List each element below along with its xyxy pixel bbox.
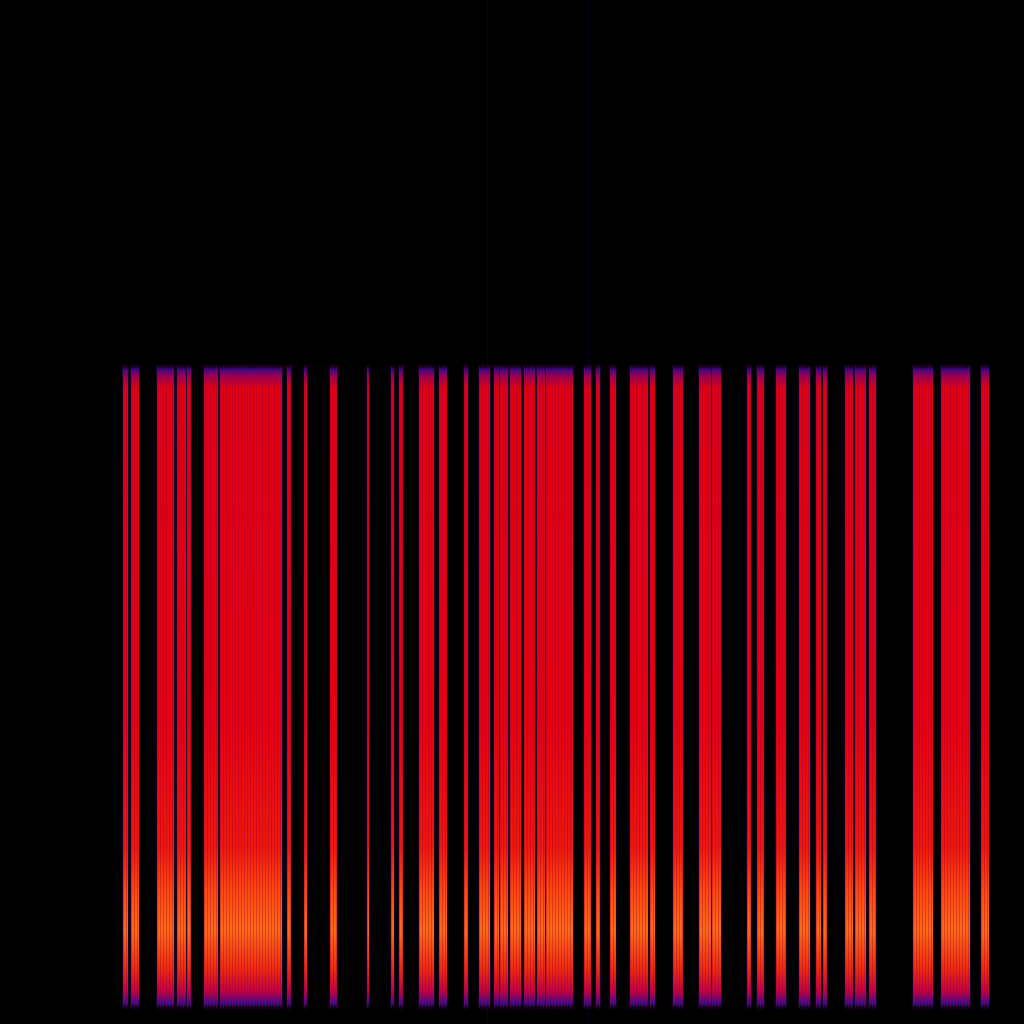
spectrogram-band [399, 366, 403, 1008]
spectrogram-band [391, 366, 394, 1008]
spectrogram-band [131, 366, 139, 1008]
spectrogram-band [845, 366, 853, 1008]
spectrogram-band [500, 366, 508, 1008]
spectrogram-band [464, 366, 468, 1008]
spectrogram-band [757, 366, 764, 1008]
spectrogram-band [981, 366, 989, 1008]
spectrogram-band [479, 366, 490, 1008]
spectrogram-band [123, 366, 128, 1008]
spectrogram-band [596, 366, 600, 1008]
spectrogram-band [584, 366, 591, 1008]
spectrogram-band [510, 366, 521, 1008]
spectrogram-band [650, 366, 655, 1008]
spectrogram-band [776, 366, 786, 1008]
spectrogram-band [220, 366, 282, 1008]
spectrogram-band [816, 366, 821, 1008]
spectrogram-band [799, 366, 810, 1008]
spectrogram-band [304, 366, 307, 1008]
spectrogram-band [823, 366, 827, 1008]
spectrogram-band [610, 366, 616, 1008]
spectrogram-band [537, 366, 545, 1008]
spectrogram-band [367, 366, 369, 1008]
spectrogram-band [157, 366, 174, 1008]
spectrogram-band [439, 366, 447, 1008]
spectrogram-band [287, 366, 291, 1008]
spectrogram-band [673, 366, 683, 1008]
spectrogram-band [855, 366, 866, 1008]
spectrogram-band [630, 366, 648, 1008]
spectrogram-band [524, 366, 535, 1008]
spectrogram-band [187, 366, 191, 1008]
spectrogram-band [494, 366, 499, 1008]
spectrogram-band [177, 366, 186, 1008]
spectrogram-band [419, 366, 434, 1008]
spectrogram-band [699, 366, 711, 1008]
spectrogram-band [204, 366, 218, 1008]
spectrogram-band [712, 366, 721, 1008]
spectrogram-band [546, 366, 573, 1008]
spectrogram-band [913, 366, 933, 1008]
spectrogram-band [747, 366, 751, 1008]
spectrogram-band [330, 366, 337, 1008]
spectrogram-band [941, 366, 970, 1008]
spectrogram-band [869, 366, 876, 1008]
